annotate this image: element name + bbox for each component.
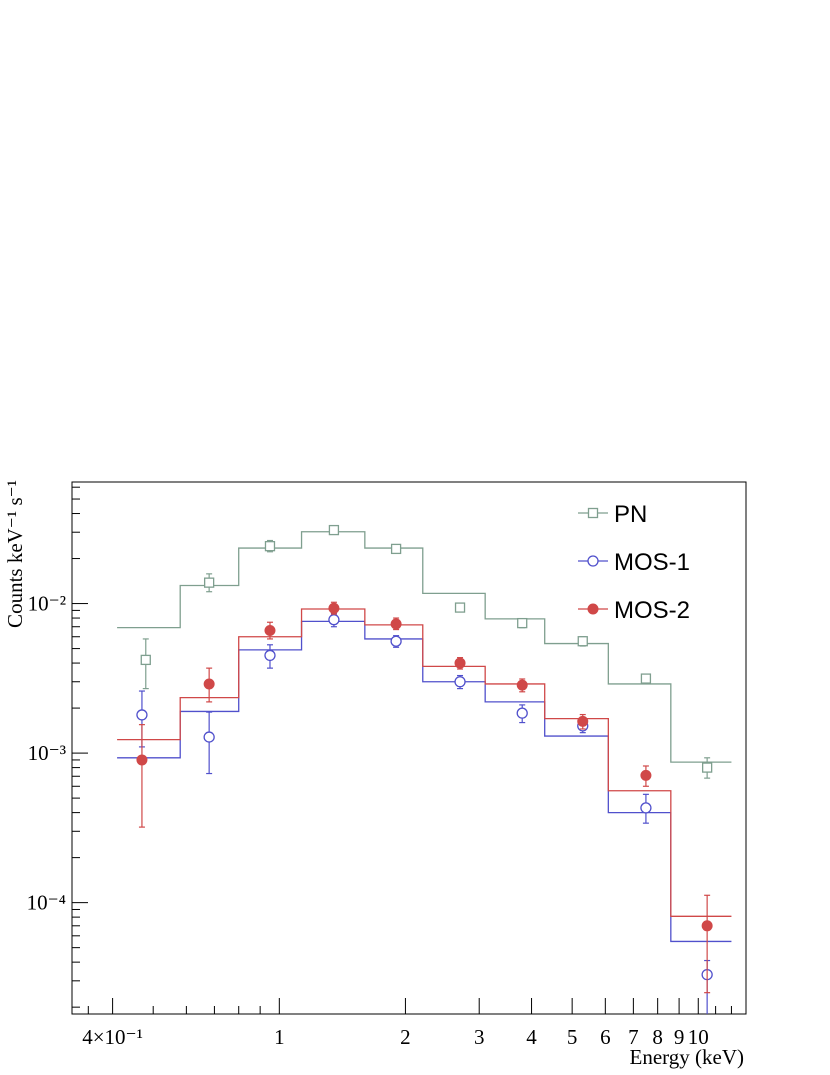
data-point [701, 920, 713, 932]
legend-label: PN [614, 501, 647, 528]
data-point [390, 635, 402, 647]
data-point [517, 617, 528, 629]
plot-frame [71, 481, 747, 1015]
data-point [516, 707, 528, 719]
data-point [577, 715, 589, 727]
x-tick-label: 6 [600, 1025, 611, 1049]
x-tick-label: 9 [674, 1025, 685, 1049]
data-point [328, 602, 340, 614]
model-pn-step [117, 531, 732, 763]
series-mos-2 [117, 601, 732, 994]
y-axis-title: Counts keV⁻¹ s⁻¹ [3, 480, 27, 628]
x-tick-label: 10 [688, 1025, 709, 1049]
data-point [390, 618, 402, 630]
data-point [577, 636, 588, 647]
y-axis: 10⁻⁴ 10⁻³ 10⁻² [27, 486, 88, 1008]
y-tick-label: 10⁻² [28, 592, 66, 616]
x-axis: 4×10⁻¹ 1 2 3 4 5 6 7 8 9 10 [82, 998, 732, 1049]
data-point [640, 802, 652, 814]
series-pn [117, 524, 732, 779]
legend-marker [587, 507, 599, 519]
data-point [264, 541, 276, 552]
y-tick-label: 10⁻³ [28, 741, 66, 765]
data-point [454, 676, 466, 688]
legend-entry-pn: PN [578, 501, 647, 528]
legend-entry-mos-1: MOS-1 [578, 549, 690, 576]
data-point [701, 762, 713, 773]
x-tick-label: 3 [474, 1025, 485, 1049]
data-point [328, 524, 340, 536]
series-layer [117, 524, 732, 1014]
x-tick-label: 5 [567, 1025, 578, 1049]
x-tick-label: 8 [652, 1025, 663, 1049]
data-point [390, 543, 402, 555]
y-tick-label: 10⁻⁴ [27, 891, 66, 915]
legend-label: MOS-1 [614, 549, 690, 576]
legend: PN MOS-1 MOS-2 [578, 501, 690, 624]
data-point [136, 709, 148, 721]
data-point [640, 769, 652, 781]
data-point [640, 673, 652, 684]
data-point [140, 654, 151, 666]
data-point [264, 649, 276, 662]
legend-label: MOS-2 [614, 597, 690, 624]
data-point [516, 679, 528, 691]
model-mos-2-step [117, 608, 732, 917]
legend-entry-mos-2: MOS-2 [578, 597, 690, 624]
data-point [454, 602, 466, 613]
x-tick-label: 1 [274, 1025, 285, 1049]
x-tick-label: 2 [400, 1025, 411, 1049]
x-tick-label: 4 [526, 1025, 537, 1049]
x-axis-title: Energy (keV) [630, 1045, 745, 1069]
legend-marker [587, 603, 599, 615]
data-point [136, 754, 148, 766]
data-point [454, 657, 466, 669]
legend-marker [587, 555, 599, 567]
data-point [264, 625, 276, 637]
data-point [203, 731, 215, 743]
data-point [203, 577, 215, 588]
data-point [328, 614, 340, 626]
x-tick-label: 7 [628, 1025, 639, 1049]
x-tick-label: 4×10⁻¹ [82, 1025, 143, 1049]
data-point [203, 678, 215, 690]
